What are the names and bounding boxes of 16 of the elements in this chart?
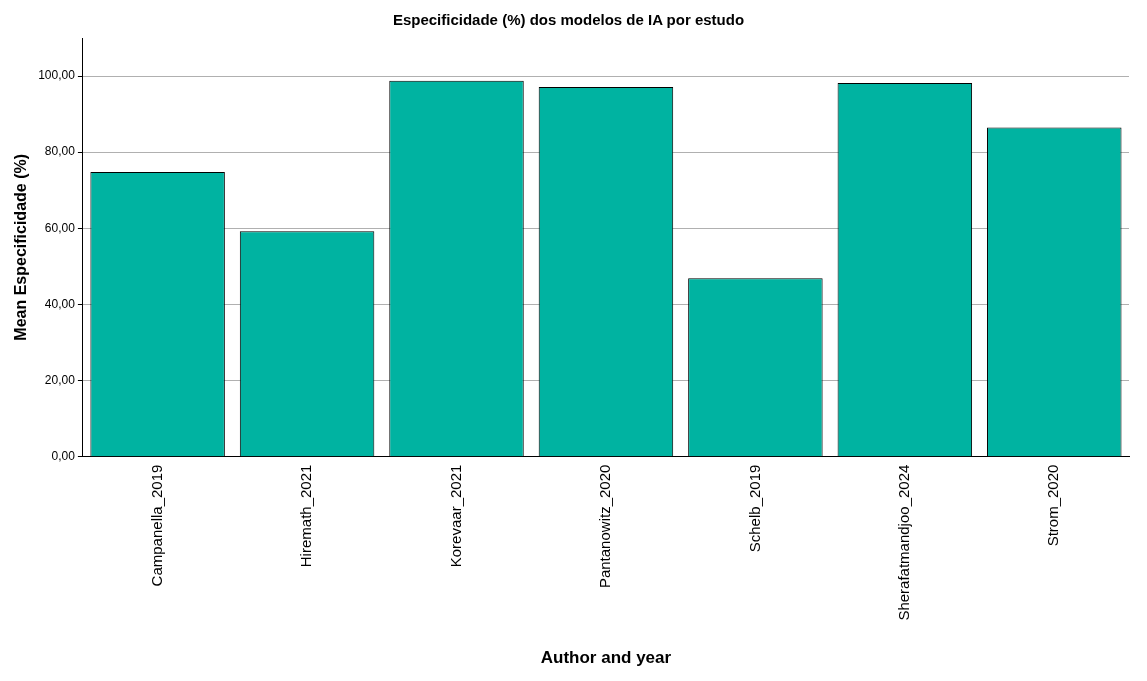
x-tick-label: Hiremath_2021: [297, 464, 315, 568]
x-tick-label: Campanella_2019: [147, 464, 165, 587]
y-tick-label: 80,00: [44, 144, 76, 159]
x-tick-label: Pantanowitz_2020: [596, 464, 614, 589]
y-tick-label: 100,00: [38, 68, 76, 83]
x-tick-label: Schelb_2019: [745, 464, 763, 553]
y-axis-title: Mean Especificidade (%): [12, 153, 30, 341]
y-tick-label: 60,00: [44, 220, 76, 235]
chart-title: Especificidade (%) dos modelos de IA por estudo: [392, 11, 745, 29]
y-tick-label: 20,00: [44, 372, 76, 387]
y-tick-label: 40,00: [44, 296, 76, 311]
x-tick-label: Korevaar_2021: [446, 464, 464, 568]
y-tick-label: 0,00: [51, 448, 76, 463]
x-tick-label: Sherafatmandjoo_2024: [894, 464, 912, 621]
x-axis-title: Author and year: [540, 648, 672, 668]
x-tick-label: Strom_2020: [1044, 464, 1062, 547]
